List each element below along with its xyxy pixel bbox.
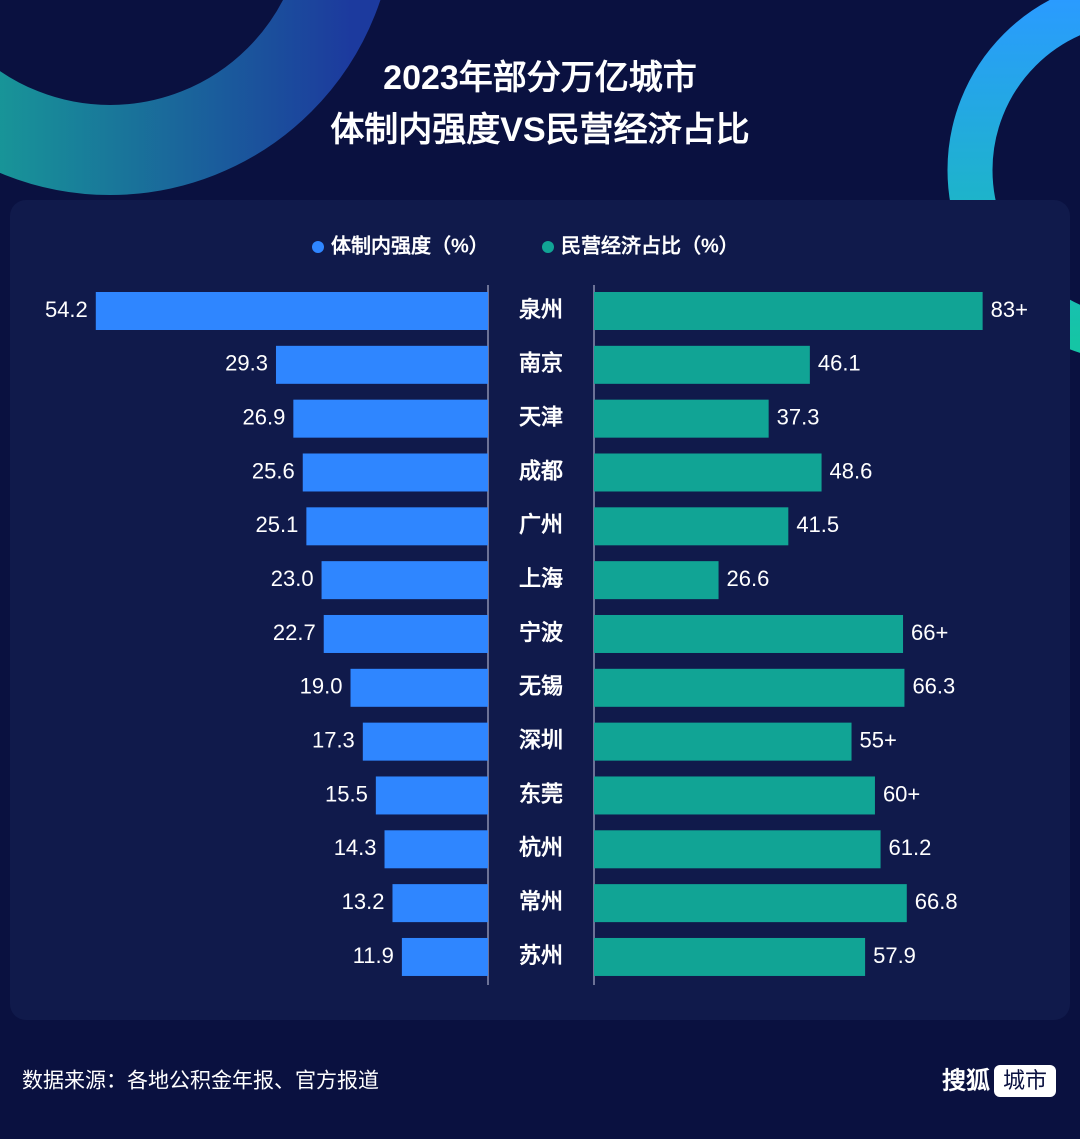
brand: 搜狐 xyxy=(942,1066,990,1094)
category-label: 常州 xyxy=(519,889,563,914)
bar xyxy=(306,507,488,546)
bar xyxy=(375,776,488,815)
bar xyxy=(594,830,881,869)
bar xyxy=(384,830,488,869)
value-label: 61.2 xyxy=(889,835,932,860)
bar xyxy=(392,884,488,923)
panel xyxy=(10,200,1070,1020)
bar xyxy=(302,453,488,492)
value-label: 48.6 xyxy=(830,458,873,483)
bar xyxy=(594,507,789,546)
bar xyxy=(594,345,810,384)
bar xyxy=(401,937,488,976)
category-label: 宁波 xyxy=(519,620,564,645)
bar xyxy=(594,292,983,330)
value-label: 29.3 xyxy=(225,351,268,376)
value-label: 60+ xyxy=(883,781,920,806)
value-label: 41.5 xyxy=(796,512,839,537)
bar xyxy=(362,722,488,761)
value-label: 26.9 xyxy=(243,404,286,429)
legend-swatch xyxy=(312,241,324,253)
bar xyxy=(594,937,866,976)
value-label: 19.0 xyxy=(300,674,343,699)
legend-label: 体制内强度（%） xyxy=(331,233,489,257)
brand-tag: 城市 xyxy=(1003,1068,1047,1093)
bar xyxy=(594,776,875,815)
value-label: 22.7 xyxy=(273,620,316,645)
chart-title: 2023年部分万亿城市 xyxy=(383,58,697,97)
legend-swatch xyxy=(542,241,554,253)
bar xyxy=(594,668,905,707)
category-label: 成都 xyxy=(519,458,563,483)
value-label: 17.3 xyxy=(312,727,355,752)
category-label: 天津 xyxy=(519,404,563,429)
bar xyxy=(275,345,488,384)
category-label: 东莞 xyxy=(519,781,563,806)
bar xyxy=(594,614,904,653)
category-label: 南京 xyxy=(519,351,563,376)
value-label: 15.5 xyxy=(325,781,368,806)
value-label: 23.0 xyxy=(271,566,314,591)
category-label: 杭州 xyxy=(519,835,563,860)
bar xyxy=(594,884,907,923)
value-label: 37.3 xyxy=(777,404,820,429)
bar xyxy=(350,668,488,707)
value-label: 26.6 xyxy=(727,566,770,591)
value-label: 57.9 xyxy=(873,943,916,968)
bar xyxy=(323,614,488,653)
category-label: 泉州 xyxy=(519,297,563,322)
category-label: 苏州 xyxy=(519,943,563,968)
decoration xyxy=(947,0,1080,353)
legend-label: 民营经济占比（%） xyxy=(561,233,739,257)
bar xyxy=(594,399,769,438)
category-label: 上海 xyxy=(519,566,563,591)
bar xyxy=(594,722,852,761)
brand-tag-box xyxy=(994,1065,1056,1097)
category-label: 广州 xyxy=(519,512,563,537)
value-label: 54.2 xyxy=(45,297,88,322)
bar xyxy=(321,561,488,600)
category-label: 无锡 xyxy=(519,674,563,699)
value-label: 46.1 xyxy=(818,351,861,376)
value-label: 25.1 xyxy=(256,512,299,537)
value-label: 83+ xyxy=(991,297,1028,322)
source-note: 数据来源：各地公积金年报、官方报道 xyxy=(22,1070,379,1093)
category-label: 深圳 xyxy=(519,727,563,752)
value-label: 66.8 xyxy=(915,889,958,914)
bar xyxy=(594,561,719,600)
bar xyxy=(95,292,488,330)
decoration xyxy=(0,0,381,195)
chart-subtitle: 体制内强度VS民营经济占比 xyxy=(330,111,749,149)
value-label: 66+ xyxy=(911,620,948,645)
value-label: 11.9 xyxy=(353,943,394,968)
bar xyxy=(293,399,488,438)
value-label: 13.2 xyxy=(342,889,385,914)
bar xyxy=(594,453,822,492)
value-label: 55+ xyxy=(860,727,897,752)
value-label: 14.3 xyxy=(334,835,377,860)
value-label: 66.3 xyxy=(912,674,955,699)
value-label: 25.6 xyxy=(252,458,295,483)
